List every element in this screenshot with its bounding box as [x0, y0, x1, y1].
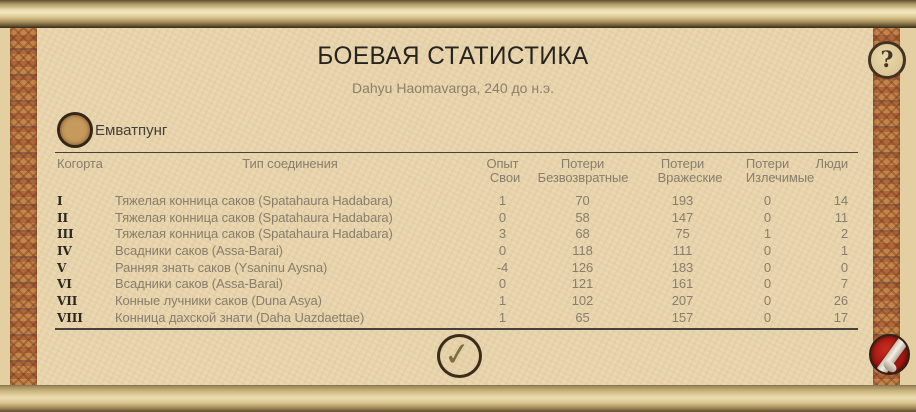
right-edge-strip [900, 22, 916, 392]
experience-value: 3 [498, 226, 507, 242]
table-row: IV Всадники саков (Assa-Barai) 0 118 111… [55, 243, 858, 260]
own-losses-value: 58 [575, 209, 590, 225]
cohort-numeral: V [57, 260, 67, 275]
cohort-numeral: III [57, 227, 74, 242]
cohort-numeral: IV [57, 244, 72, 259]
experience-value: 1 [498, 309, 507, 325]
men-value: 11 [834, 209, 848, 225]
healable-losses-value: 0 [763, 259, 772, 275]
men-value: 0 [840, 259, 848, 275]
healable-losses-value: 0 [763, 276, 772, 292]
cohort-numeral: I [57, 194, 63, 208]
enemy-losses-value: 147 [671, 209, 694, 225]
subheader-irretrievable: Безвозвратные [537, 170, 629, 185]
cohort-numeral: VIII [57, 310, 83, 325]
own-losses-value: 102 [571, 293, 594, 309]
experience-value: 0 [498, 243, 507, 259]
enemy-losses-value: 111 [672, 243, 693, 259]
confirm-button[interactable]: ✓ [437, 334, 482, 378]
experience-value: 1 [498, 293, 507, 309]
header-losses-3: Потери [745, 156, 790, 171]
header-unit-type: Тип соединения [242, 156, 338, 171]
left-edge-strip [0, 22, 10, 392]
statistics-table: Когорта Тип соединения Опыт Потери Потер… [55, 152, 858, 332]
scroll-top-roller [0, 0, 916, 28]
question-mark-icon: ? [880, 47, 894, 73]
men-value: 1 [840, 243, 848, 259]
own-losses-value: 126 [571, 259, 594, 275]
men-value: 7 [840, 276, 848, 292]
table-top-divider [55, 152, 858, 153]
enemy-losses-value: 183 [671, 259, 694, 275]
unit-name: Всадники саков (Assa-Barai) [115, 276, 283, 292]
own-losses-value: 118 [572, 243, 593, 259]
subheader-enemy: Вражеские [657, 170, 723, 185]
healable-losses-value: 0 [763, 243, 772, 259]
experience-value: 0 [498, 209, 507, 225]
healable-losses-value: 0 [763, 309, 772, 325]
unit-name: Ранняя знать саков (Ysaninu Aysna) [115, 259, 328, 275]
header-cohort: Когорта [57, 156, 103, 171]
healable-losses-value: 0 [763, 193, 772, 208]
unit-name: Тяжелая конница саков (Spatahaura Hadaba… [115, 209, 393, 225]
faction-name: Емватпунг [95, 121, 168, 139]
unit-name: Конница дахской знати (Daha Uazdaettae) [115, 309, 365, 325]
experience-value: 0 [498, 276, 507, 292]
enemy-losses-value: 75 [675, 226, 690, 242]
unit-name: Всадники саков (Assa-Barai) [115, 243, 283, 259]
unit-name: Конные лучники саков (Duna Asya) [115, 293, 322, 309]
own-losses-value: 68 [575, 226, 590, 242]
unit-name: Тяжелая конница саков (Spatahaura Hadaba… [115, 226, 393, 242]
experience-value: -4 [496, 259, 509, 275]
header-men: Люди [815, 156, 849, 171]
enemy-losses-value: 157 [671, 309, 694, 325]
cohort-numeral: II [57, 210, 69, 225]
cohort-numeral: VI [57, 277, 72, 292]
header-losses-1: Потери [560, 156, 605, 171]
page-subtitle: Dahyu Haomavarga, 240 до н.э. [351, 80, 555, 96]
table-header-row: Когорта Тип соединения Опыт Потери Потер… [55, 156, 858, 171]
own-losses-value: 65 [575, 309, 590, 325]
faction-coin-icon [57, 112, 93, 148]
enemy-losses-value: 193 [671, 193, 694, 208]
table-row: V Ранняя знать саков (Ysaninu Aysna) -4 … [55, 260, 858, 277]
scroll-bottom-roller [0, 385, 916, 412]
healable-losses-value: 0 [763, 209, 772, 225]
table-row: II Тяжелая конница саков (Spatahaura Had… [55, 210, 858, 227]
table-row: III Тяжелая конница саков (Spatahaura Ha… [55, 226, 858, 243]
header-experience: Опыт [486, 156, 519, 171]
header-losses-2: Потери [660, 156, 705, 171]
healable-losses-value: 0 [763, 293, 772, 309]
table-row: VI Всадники саков (Assa-Barai) 0 121 161… [55, 276, 858, 293]
cohort-numeral: VII [57, 294, 78, 309]
table-bottom-divider [55, 328, 858, 330]
enemy-losses-value: 207 [671, 293, 694, 309]
right-border-pattern [873, 22, 900, 392]
healable-losses-value: 1 [763, 226, 772, 242]
men-value: 26 [833, 293, 848, 309]
unit-name: Тяжелая конница саков (Spatahaura Hadaba… [115, 193, 393, 208]
subheader-healable: Излечимые [745, 170, 815, 185]
men-value: 14 [833, 193, 848, 208]
enemy-losses-value: 161 [671, 276, 694, 292]
experience-value: 1 [498, 193, 507, 208]
faction-row: Емватпунг [57, 112, 167, 148]
left-border-pattern [10, 22, 37, 392]
checkmark-icon: ✓ [442, 334, 473, 374]
table-body: I Тяжелая конница саков (Spatahaura Hada… [55, 193, 858, 327]
table-row: VII Конные лучники саков (Duna Asya) 1 1… [55, 293, 858, 310]
help-button[interactable]: ? [868, 41, 906, 79]
table-subheader-row: Свои Безвозвратные Вражеские Излечимые [55, 170, 858, 185]
scroll-menu-button[interactable] [869, 334, 910, 375]
subheader-own: Свои [489, 170, 521, 185]
page-title: БОЕВАЯ СТАТИСТИКА [317, 42, 589, 70]
men-value: 2 [840, 226, 848, 242]
men-value: 17 [833, 309, 848, 325]
own-losses-value: 70 [575, 193, 590, 208]
table-row: VIII Конница дахской знати (Daha Uazdaet… [55, 310, 858, 327]
own-losses-value: 121 [571, 276, 594, 292]
table-row: I Тяжелая конница саков (Spatahaura Hada… [55, 193, 858, 210]
